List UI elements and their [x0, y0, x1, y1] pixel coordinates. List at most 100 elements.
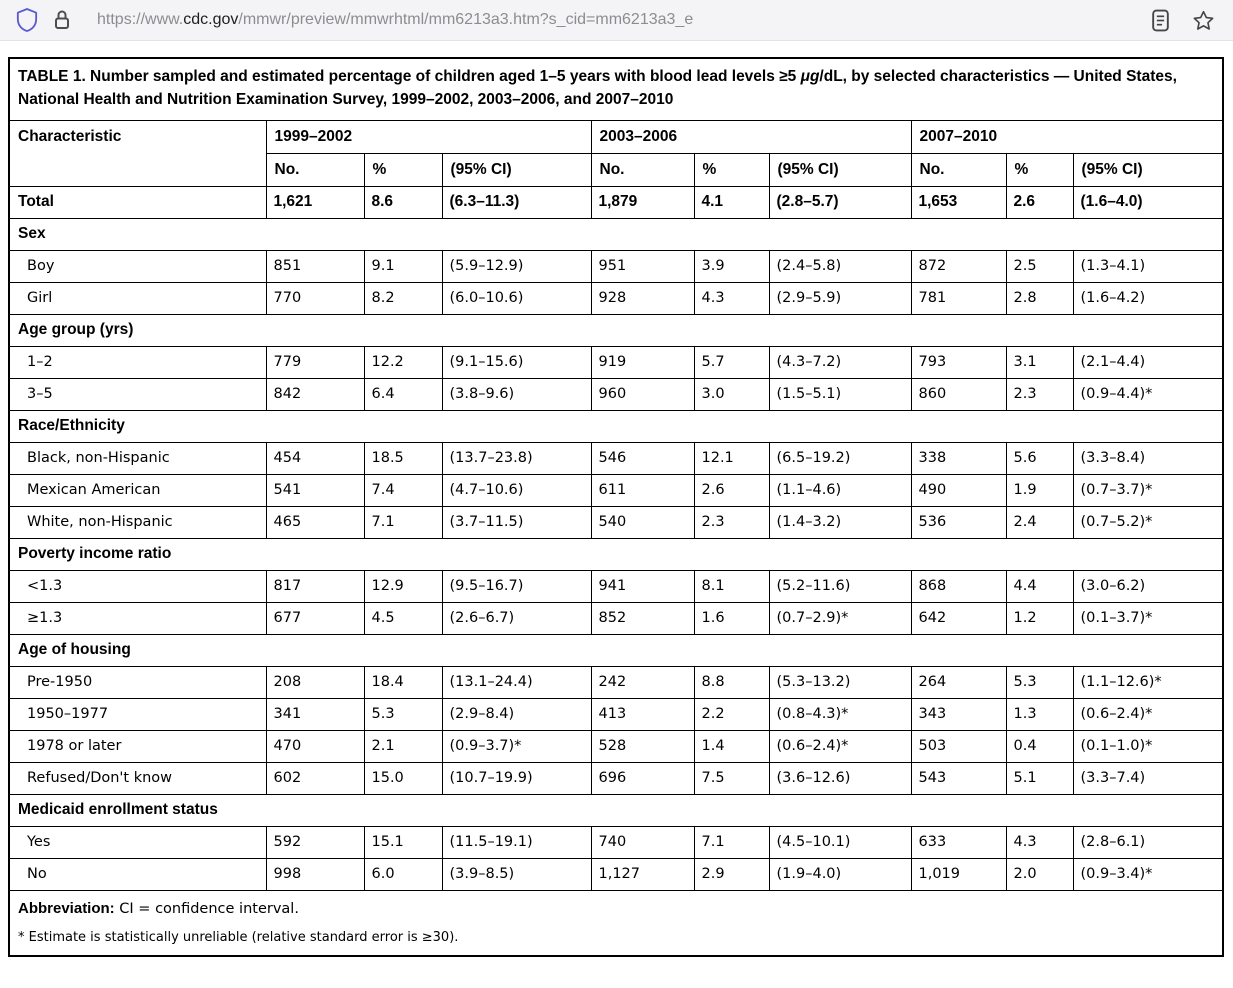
- cell: 696: [590, 761, 695, 795]
- cell: 341: [265, 697, 365, 731]
- cell: 413: [590, 697, 695, 731]
- cell: (2.4–5.8): [768, 249, 912, 283]
- cell: 264: [910, 665, 1007, 699]
- row-label: Yes: [8, 825, 267, 859]
- cell: 543: [910, 761, 1007, 795]
- cell: (4.5–10.1): [768, 825, 912, 859]
- cell: (5.9–12.9): [441, 249, 592, 283]
- section-header: Poverty income ratio: [8, 537, 1224, 571]
- cell: 540: [590, 505, 695, 539]
- column-header-ci: (95% CI): [768, 152, 912, 187]
- footnote-row: Abbreviation: CI = confidence interval. …: [8, 889, 1224, 956]
- section-header-row: Medicaid enrollment status: [8, 793, 1224, 827]
- table-row: No 998 6.0 (3.9–8.5) 1,127 2.9 (1.9–4.0) 1,019 2…: [8, 857, 1224, 891]
- cell: 546: [590, 441, 695, 475]
- lock-icon[interactable]: [53, 9, 71, 31]
- column-group-2007-2010: 2007–2010: [910, 119, 1224, 154]
- total-row: Total 1,621 8.6 (6.3–11.3) 1,879 4.1 (2.8–5.7)…: [8, 185, 1224, 219]
- cell: (2.8–6.1): [1072, 825, 1224, 859]
- cell: 1,653: [910, 185, 1007, 219]
- cell: 7.1: [693, 825, 770, 859]
- cell: (3.8–9.6): [441, 377, 592, 411]
- cell: 779: [265, 345, 365, 379]
- cell: 470: [265, 729, 365, 763]
- section-header-row: Age group (yrs): [8, 313, 1224, 347]
- section-header: Age group (yrs): [8, 313, 1224, 347]
- cell: (1.5–5.1): [768, 377, 912, 411]
- row-label: Pre-1950: [8, 665, 267, 699]
- cell: 919: [590, 345, 695, 379]
- cell: (0.6–2.4)*: [1072, 697, 1224, 731]
- row-label: Refused/Don't know: [8, 761, 267, 795]
- cell: (0.9–4.4)*: [1072, 377, 1224, 411]
- cell: 18.5: [363, 441, 443, 475]
- cell: 18.4: [363, 665, 443, 699]
- cell: 2.5: [1005, 249, 1074, 283]
- cell: 817: [265, 569, 365, 603]
- cell: (1.9–4.0): [768, 857, 912, 891]
- cell: (3.3–7.4): [1072, 761, 1224, 795]
- cell: (2.9–8.4): [441, 697, 592, 731]
- cell: 6.4: [363, 377, 443, 411]
- cell: 2.9: [693, 857, 770, 891]
- cell: 860: [910, 377, 1007, 411]
- cell: (0.8–4.3)*: [768, 697, 912, 731]
- tracking-protection-shield-icon[interactable]: [16, 7, 38, 33]
- table-row: ≥1.3 677 4.5 (2.6–6.7) 852 1.6 (0.7–2.9)* 642 1.…: [8, 601, 1224, 635]
- cell: (3.0–6.2): [1072, 569, 1224, 603]
- cell: (1.3–4.1): [1072, 249, 1224, 283]
- cell: 8.6: [363, 185, 443, 219]
- reader-mode-icon[interactable]: [1151, 9, 1170, 32]
- cell: (11.5–19.1): [441, 825, 592, 859]
- cell: 1,879: [590, 185, 695, 219]
- cell: (2.9–5.9): [768, 281, 912, 315]
- row-label: 1978 or later: [8, 729, 267, 763]
- column-header-pct: %: [1005, 152, 1074, 187]
- cell: 611: [590, 473, 695, 507]
- row-label: White, non-Hispanic: [8, 505, 267, 539]
- cell: (3.9–8.5): [441, 857, 592, 891]
- row-label: Boy: [8, 249, 267, 283]
- cell: (2.8–5.7): [768, 185, 912, 219]
- cell: 2.3: [1005, 377, 1074, 411]
- cell: (10.7–19.9): [441, 761, 592, 795]
- cell: 490: [910, 473, 1007, 507]
- cell: 536: [910, 505, 1007, 539]
- cell: 4.3: [693, 281, 770, 315]
- table-row: Boy 851 9.1 (5.9–12.9) 951 3.9 (2.4–5.8) 872 2.5…: [8, 249, 1224, 283]
- cell: (0.6–2.4)*: [768, 729, 912, 763]
- cell: 4.4: [1005, 569, 1074, 603]
- cell: 12.2: [363, 345, 443, 379]
- cell: 872: [910, 249, 1007, 283]
- column-header-no: No.: [590, 152, 695, 187]
- row-label: 1–2: [8, 345, 267, 379]
- cell: 242: [590, 665, 695, 699]
- table-row: Refused/Don't know 602 15.0 (10.7–19.9) 696 7…: [8, 761, 1224, 795]
- data-table: TABLE 1. Number sampled and estimated pe…: [8, 57, 1225, 957]
- cell: 7.4: [363, 473, 443, 507]
- cell: 12.1: [693, 441, 770, 475]
- table-row: Pre-1950 208 18.4 (13.1–24.4) 242 8.8 (5.3–13.…: [8, 665, 1224, 699]
- table-title: TABLE 1. Number sampled and estimated pe…: [8, 57, 1224, 121]
- section-header-row: Poverty income ratio: [8, 537, 1224, 571]
- cell: 781: [910, 281, 1007, 315]
- url-path: /mmwr/preview/mmwrhtml/mm6213a3.htm?s_ci…: [238, 11, 694, 28]
- bookmark-star-icon[interactable]: [1192, 9, 1215, 32]
- address-bar-url[interactable]: https://www.cdc.gov/mmwr/preview/mmwrhtm…: [97, 11, 1151, 29]
- row-label: Total: [8, 185, 267, 219]
- cell: (6.0–10.6): [441, 281, 592, 315]
- cell: 8.1: [693, 569, 770, 603]
- column-header-no: No.: [265, 152, 365, 187]
- cell: 3.0: [693, 377, 770, 411]
- cell: (0.9–3.4)*: [1072, 857, 1224, 891]
- cell: 642: [910, 601, 1007, 635]
- cell: 4.3: [1005, 825, 1074, 859]
- cell: (3.3–8.4): [1072, 441, 1224, 475]
- cell: 941: [590, 569, 695, 603]
- column-group-header-row: Characteristic 1999–2002 2003–2006 2007–…: [8, 119, 1224, 187]
- cell: (2.1–4.4): [1072, 345, 1224, 379]
- cell: 5.6: [1005, 441, 1074, 475]
- cell: 2.0: [1005, 857, 1074, 891]
- cell: (5.2–11.6): [768, 569, 912, 603]
- cell: 1.6: [693, 601, 770, 635]
